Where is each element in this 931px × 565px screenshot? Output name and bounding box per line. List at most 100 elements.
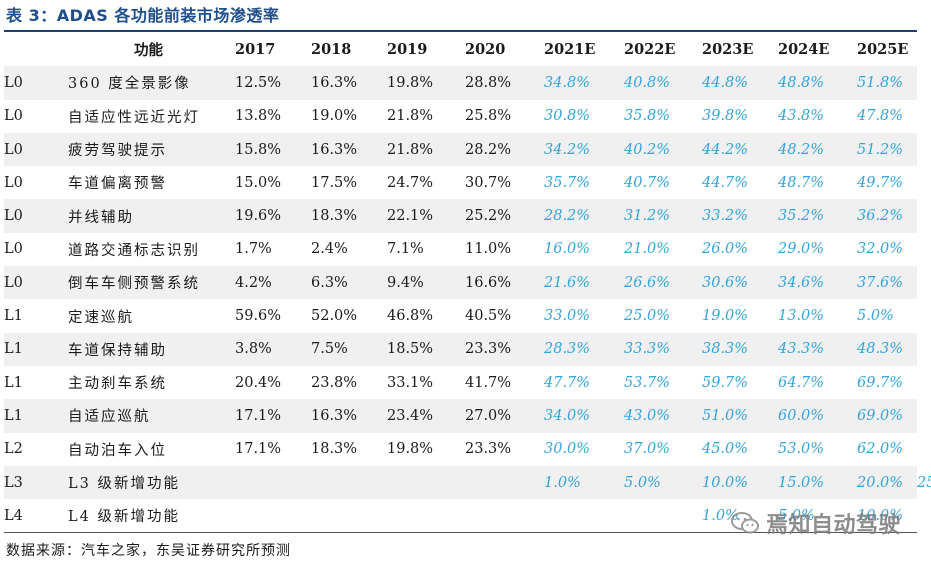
forecast-value-cell: 34.6% <box>778 266 857 300</box>
forecast-value-cell: 26.0% <box>702 241 749 258</box>
actual-value-cell: 12.5% <box>235 66 311 100</box>
forecast-value-cell: 40.2% <box>624 132 702 167</box>
actual-value-cell: 19.8% <box>387 441 434 458</box>
forecast-value-cell: 1.0% <box>702 507 739 524</box>
forecast-value-cell: 21.0% <box>624 241 671 258</box>
level-cell: L1 <box>4 308 23 325</box>
forecast-value-cell: 49.7% <box>857 174 904 191</box>
function-cell: L4 级新增功能 <box>68 509 180 526</box>
function-cell: 并线辅助 <box>68 199 235 233</box>
forecast-value-cell: 60.0% <box>778 399 857 433</box>
actual-value-cell: 22.1% <box>387 199 465 233</box>
forecast-value-cell: 30.0% <box>544 441 591 458</box>
forecast-value-cell: 39.8% <box>702 108 749 125</box>
forecast-value-cell: 28.2% <box>544 199 624 233</box>
top-rule <box>4 30 917 32</box>
forecast-value-cell: 36.2% <box>857 199 917 233</box>
table-row: L1 自适应巡航 17.1% 16.3% 23.4% 27.0% 34.0% 43.0% 51.… <box>4 399 917 433</box>
table-row: L0 360 度全景影像 12.5% 16.3% 19.8% 28.8% 34.8% 40.8… <box>4 66 917 100</box>
actual-value-cell <box>311 499 387 532</box>
table-row: L2 自动泊车入位 17.1% 18.3% 19.8% 23.3% 30.0% 37.0% 45… <box>4 433 917 466</box>
actual-value-cell: 16.6% <box>465 266 544 300</box>
function-cell: 车道偏离预警 <box>68 176 167 193</box>
actual-value-cell: 23.3% <box>465 441 512 458</box>
header-year: 2023E <box>702 41 754 59</box>
actual-value-cell <box>235 465 311 500</box>
forecast-value-cell: 31.2% <box>624 199 702 233</box>
header-year: 2022E <box>624 41 676 59</box>
forecast-value-cell: 35.8% <box>624 108 671 125</box>
forecast-value-cell: 34.2% <box>544 132 624 167</box>
header-year: 2024E <box>778 41 830 59</box>
function-cell: 自适应性远近光灯 <box>68 109 200 126</box>
forecast-value-cell: 69.0% <box>857 399 917 433</box>
forecast-value-cell: 29.0% <box>778 241 825 258</box>
watermark-text: 焉知自动驾驶 <box>766 513 902 538</box>
actual-value-cell: 2.4% <box>311 241 348 258</box>
forecast-value-cell: 53.0% <box>778 441 825 458</box>
forecast-value-cell: 40.7% <box>624 174 671 191</box>
actual-value-cell: 19.8% <box>387 66 465 100</box>
forecast-value-cell: 26.6% <box>624 266 702 300</box>
actual-value-cell: 21.8% <box>387 132 465 167</box>
forecast-value-cell: 43.3% <box>778 332 857 366</box>
actual-value-cell: 6.3% <box>311 266 387 300</box>
actual-value-cell: 23.4% <box>387 399 465 433</box>
actual-value-cell <box>311 465 387 500</box>
function-cell: 倒车车侧预警系统 <box>68 266 235 300</box>
header-year: 2018 <box>311 41 352 59</box>
forecast-value-cell: 44.2% <box>702 132 778 167</box>
level-cell: L0 <box>4 66 68 100</box>
function-cell: 自动泊车入位 <box>68 442 167 459</box>
forecast-value-cell: 32.0% <box>857 241 904 258</box>
watermark: 焉知自动驾驶 <box>730 508 910 538</box>
forecast-value-cell: 5.0% <box>624 465 702 500</box>
header-year: 2020 <box>465 41 506 59</box>
actual-value-cell: 13.8% <box>235 108 282 125</box>
actual-value-cell <box>387 499 465 532</box>
forecast-value-cell: 59.7% <box>702 374 749 391</box>
wechat-icon <box>731 512 759 534</box>
forecast-value-cell: 21.6% <box>544 266 624 300</box>
header-level <box>4 33 68 66</box>
actual-value-cell: 17.1% <box>235 441 282 458</box>
table-row: L0 车道偏离预警 15.0% 17.5% 24.7% 30.7% 35.7% 40.7% 44… <box>4 166 917 199</box>
forecast-value-cell: 69.7% <box>857 374 904 391</box>
table-row: L0 疲劳驾驶提示 15.8% 16.3% 21.8% 28.2% 34.2% 40.2% 44… <box>4 132 917 167</box>
actual-value-cell <box>235 499 311 532</box>
forecast-value-cell: 30.6% <box>702 266 778 300</box>
forecast-value-cell: 45.0% <box>702 441 749 458</box>
forecast-value-cell: 40.8% <box>624 66 702 100</box>
forecast-value-cell: 34.0% <box>544 399 624 433</box>
level-cell: L0 <box>4 241 23 258</box>
forecast-value-cell: 51.8% <box>857 66 917 100</box>
forecast-value-cell: 62.0% <box>857 441 904 458</box>
actual-value-cell: 7.1% <box>387 241 424 258</box>
header-year: 2021E <box>544 41 596 59</box>
table-row: L0 并线辅助 19.6% 18.3% 22.1% 25.2% 28.2% 31.2% 33.2… <box>4 199 917 233</box>
forecast-value-cell: 33.0% <box>544 308 591 325</box>
actual-value-cell: 20.4% <box>235 374 282 391</box>
table-row: L4 L4 级新增功能 1.0% 5.0% 10.0% <box>4 499 917 532</box>
actual-value-cell: 59.6% <box>235 308 282 325</box>
actual-value-cell: 17.1% <box>235 399 311 433</box>
actual-value-cell: 41.7% <box>465 374 512 391</box>
forecast-value-cell: 35.7% <box>544 174 591 191</box>
function-cell: 定速巡航 <box>68 309 134 326</box>
actual-value-cell: 18.3% <box>311 199 387 233</box>
function-cell: 疲劳驾驶提示 <box>68 132 235 167</box>
forecast-value-cell: 44.7% <box>702 174 749 191</box>
forecast-value-cell: 19.0% <box>702 308 749 325</box>
level-cell: L0 <box>4 174 23 191</box>
function-cell: 主动刹车系统 <box>68 376 167 393</box>
actual-value-cell: 52.0% <box>311 308 358 325</box>
table-row: L1 主动刹车系统 20.4% 23.8% 33.1% 41.7% 47.7% 53.7% 59… <box>4 366 917 399</box>
level-cell: L1 <box>4 374 23 391</box>
forecast-value-cell: 43.0% <box>624 399 702 433</box>
level-cell: L0 <box>4 108 23 125</box>
forecast-value-cell: 47.7% <box>544 374 591 391</box>
actual-value-cell: 25.8% <box>465 108 512 125</box>
actual-value-cell: 7.5% <box>311 332 387 366</box>
forecast-value-cell: 5.0% <box>778 507 815 524</box>
actual-value-cell: 24.7% <box>387 174 434 191</box>
